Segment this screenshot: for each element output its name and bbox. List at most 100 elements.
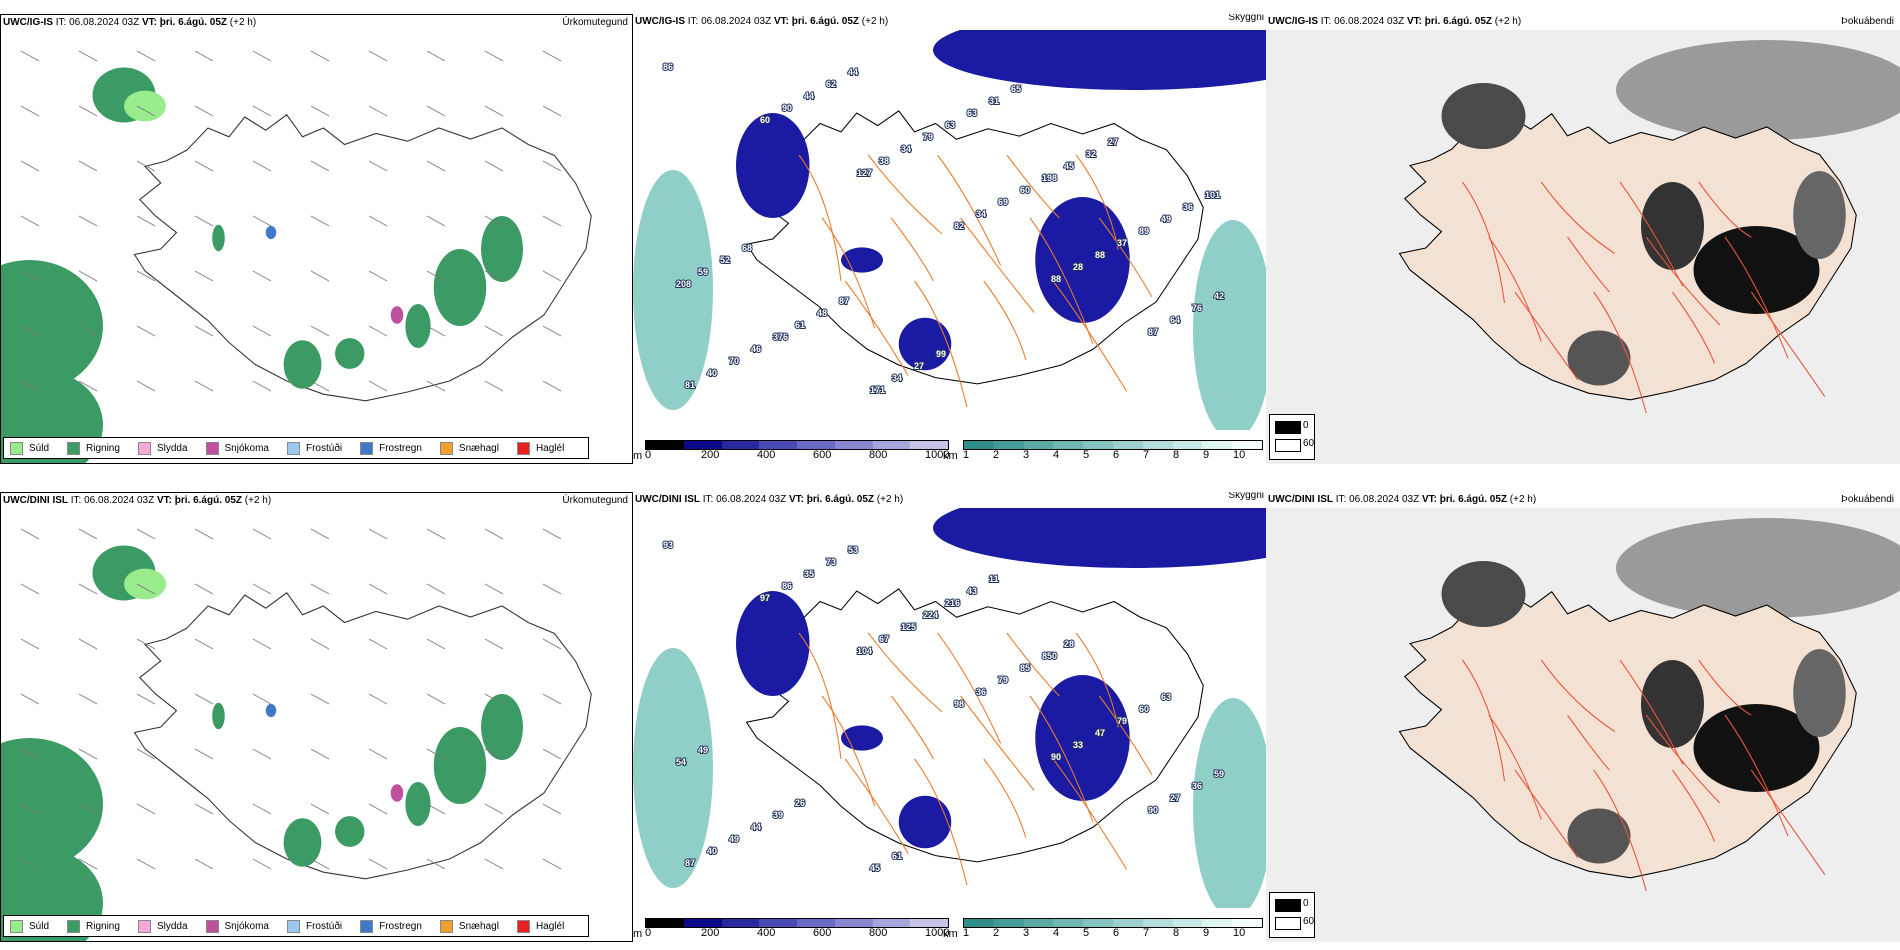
wind-barb [368, 325, 388, 337]
it-label: IT: [702, 494, 714, 505]
fog-area [898, 317, 952, 371]
wind-barb [426, 803, 446, 815]
legend-label: Snjókoma [224, 920, 269, 932]
precip-type-panel: UWC/DINI ISL IT: 06.08.2024 03Z VT: þri.… [0, 492, 633, 942]
fog-height-label: 32 [1086, 149, 1096, 159]
fog-height-label: 79 [923, 132, 933, 142]
wind-barb [136, 105, 156, 117]
wind-barb [310, 50, 330, 62]
fog-height-label: 90 [1051, 752, 1061, 762]
shade-dark-swatch [1275, 899, 1301, 912]
road [821, 695, 876, 807]
it-value: 06.08.2024 03Z [84, 495, 155, 506]
wind-barb [20, 638, 40, 650]
wind-barb [20, 325, 40, 337]
panel-title: Skyggni [1228, 14, 1264, 23]
fog-height-label: 224 [923, 610, 938, 620]
wind-barb [368, 693, 388, 705]
legend-swatch [516, 919, 530, 933]
road [821, 217, 876, 329]
legend-swatch [516, 441, 530, 455]
fog-height-label: 101 [1205, 190, 1220, 200]
fog-height-label: 34 [976, 209, 986, 219]
visibility-tick: 6 [1113, 927, 1120, 939]
wind-barb [542, 748, 562, 760]
wind-barb [194, 638, 214, 650]
wind-barb [426, 160, 446, 172]
wind-barb [368, 215, 388, 227]
wind-barb [426, 583, 446, 595]
it-value: 06.08.2024 03Z [716, 494, 787, 505]
road [1514, 769, 1579, 859]
road [1567, 236, 1610, 293]
fog-height-label: 45 [870, 863, 880, 873]
rain-area [480, 694, 523, 760]
fog-height-label: 63 [1161, 692, 1171, 702]
height-tick: 200 [701, 449, 720, 461]
road [1698, 181, 1752, 238]
model-name: UWC/DINI ISL [1268, 494, 1333, 505]
height-colorbar [645, 918, 949, 928]
wind-barb [78, 528, 98, 540]
precip-legend: Súld Rigning Slydda Snjókoma Frostúði Frostre… [3, 437, 590, 459]
road [1462, 181, 1506, 304]
fog-height-label: 60 [1139, 704, 1149, 714]
wind-barb [542, 105, 562, 117]
coastline [133, 592, 592, 880]
legend-label: Snæhagl [458, 920, 499, 932]
fog-height-label: 37 [1117, 238, 1127, 248]
visibility-tick: 2 [993, 927, 1000, 939]
snow-area [390, 306, 404, 324]
fog-height-label: 39 [773, 810, 783, 820]
wind-barb [252, 325, 272, 337]
legend-label: Rigning [86, 920, 120, 932]
vis-unit: km [943, 928, 958, 940]
fog-height-label: 28 [1064, 639, 1074, 649]
legend-swatch [10, 441, 23, 455]
legend-swatch [286, 919, 300, 933]
legend-swatch [205, 919, 219, 933]
fog-height-label: 60 [1020, 185, 1030, 195]
legend-item: Frostregn [360, 441, 422, 455]
fog-height-label: 64 [1170, 315, 1180, 325]
fog-index-panel: UWC/IG-IS IT: 06.08.2024 03Z VT: þri. 6.… [1266, 14, 1900, 464]
wind-barb [78, 858, 98, 870]
wind-barb [368, 270, 388, 282]
fog-height-label: 127 [857, 168, 872, 178]
wind-barb [252, 160, 272, 172]
fog-height-label: 208 [676, 279, 691, 289]
coastline [133, 114, 592, 402]
wind-barb [194, 215, 214, 227]
fog-area [898, 795, 952, 849]
visibility-tick: 3 [1023, 927, 1030, 939]
wind-barb [426, 270, 446, 282]
colorbars: m 0 200 400 600 800 1000 km 1 2 3 4 5 6 7 8 9 10 [633, 440, 1266, 464]
wind-barb [136, 325, 156, 337]
visibility-panel: UWC/IG-IS IT: 06.08.2024 03Z VT: þri. 6.… [633, 14, 1266, 464]
height-unit: m [633, 450, 643, 462]
fog-height-label: 63 [967, 108, 977, 118]
wind-barb [542, 528, 562, 540]
wind-barb [136, 50, 156, 62]
wind-barb [78, 748, 98, 760]
wind-barb [310, 528, 330, 540]
fog-height-label: 43 [967, 586, 977, 596]
road [844, 758, 909, 854]
fog-index-dark [1567, 808, 1631, 864]
low-visibility-area [633, 648, 713, 888]
wind-barb [484, 105, 504, 117]
fog-height-label: 99 [936, 349, 946, 359]
fog-height-label: 76 [1192, 303, 1202, 313]
wind-barb [20, 583, 40, 595]
fog-height-label: 46 [751, 344, 761, 354]
shade-dark-swatch [1275, 421, 1301, 434]
shade-light-label: 60 [1303, 438, 1315, 449]
road [1593, 291, 1647, 414]
panel-title: Úrkomutegund [562, 495, 628, 506]
road [798, 632, 842, 760]
visibility-tick: 7 [1143, 927, 1150, 939]
visibility-tick: 1 [963, 927, 970, 939]
fog-height-label: 35 [804, 569, 814, 579]
fog-height-label: 38 [879, 156, 889, 166]
it-value: 06.08.2024 03Z [701, 16, 772, 27]
